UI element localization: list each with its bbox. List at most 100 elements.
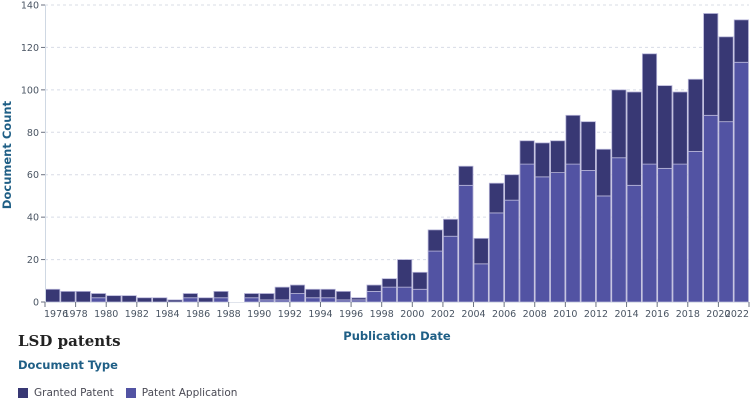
bar-segment-granted[interactable]	[427, 229, 443, 252]
bar-1997[interactable]	[366, 284, 382, 303]
bar-segment-granted[interactable]	[443, 218, 459, 237]
bar-2020[interactable]	[718, 36, 734, 303]
bar-segment-application[interactable]	[458, 184, 474, 303]
bar-segment-granted[interactable]	[289, 284, 306, 294]
bar-segment-application[interactable]	[641, 163, 658, 303]
bar-segment-granted[interactable]	[473, 237, 489, 265]
bar-1995[interactable]	[335, 290, 351, 303]
bar-segment-granted[interactable]	[412, 271, 428, 290]
bar-segment-granted[interactable]	[611, 89, 627, 159]
bar-2012[interactable]	[596, 148, 612, 303]
bar-1986[interactable]	[198, 297, 214, 303]
bar-segment-granted[interactable]	[504, 174, 520, 201]
bar-segment-application[interactable]	[488, 212, 505, 303]
bar-1978[interactable]	[75, 290, 91, 303]
bar-segment-granted[interactable]	[596, 148, 612, 197]
bar-segment-application[interactable]	[519, 163, 535, 303]
bar-segment-granted[interactable]	[335, 290, 351, 301]
bar-2015[interactable]	[641, 53, 658, 303]
bar-1991[interactable]	[274, 286, 290, 303]
legend-item-granted-patent[interactable]: Granted Patent	[18, 387, 114, 399]
bar-segment-granted[interactable]	[136, 297, 153, 303]
bar-segment-application[interactable]	[718, 121, 734, 303]
bar-segment-granted[interactable]	[458, 165, 474, 186]
bar-1981[interactable]	[121, 295, 137, 303]
bar-segment-granted[interactable]	[75, 290, 91, 303]
bar-2013[interactable]	[611, 89, 627, 303]
bar-segment-granted[interactable]	[657, 85, 673, 169]
bar-1983[interactable]	[152, 297, 168, 303]
bar-segment-granted[interactable]	[672, 91, 688, 165]
bar-segment-application[interactable]	[91, 297, 107, 303]
bar-segment-granted[interactable]	[381, 278, 397, 288]
bar-segment-application[interactable]	[703, 114, 719, 303]
bar-2000[interactable]	[412, 271, 428, 303]
bar-2010[interactable]	[565, 114, 581, 303]
bar-1998[interactable]	[381, 278, 397, 303]
bar-segment-granted[interactable]	[152, 297, 168, 303]
bar-segment-granted[interactable]	[91, 293, 107, 299]
bar-segment-application[interactable]	[305, 297, 321, 303]
bar-1989[interactable]	[244, 293, 260, 303]
bar-2003[interactable]	[458, 165, 474, 303]
bar-segment-application[interactable]	[534, 176, 550, 303]
bar-1977[interactable]	[60, 290, 76, 303]
bar-1979[interactable]	[91, 293, 107, 303]
bar-segment-granted[interactable]	[121, 295, 137, 303]
bar-segment-application[interactable]	[397, 286, 413, 303]
bar-2006[interactable]	[504, 174, 520, 303]
bar-segment-granted[interactable]	[580, 121, 596, 171]
bar-segment-application[interactable]	[611, 157, 627, 303]
bar-2018[interactable]	[687, 78, 703, 303]
bar-2019[interactable]	[703, 13, 719, 303]
bar-2014[interactable]	[626, 91, 642, 303]
bar-1984[interactable]	[167, 299, 183, 303]
bar-segment-granted[interactable]	[244, 293, 260, 299]
bar-segment-application[interactable]	[244, 297, 260, 303]
bar-2005[interactable]	[488, 182, 505, 303]
legend-item-patent-application[interactable]: Patent Application	[125, 387, 237, 399]
bar-segment-granted[interactable]	[351, 297, 367, 301]
bar-2011[interactable]	[580, 121, 596, 303]
bar-segment-application[interactable]	[289, 293, 306, 303]
bar-2007[interactable]	[519, 140, 535, 303]
bar-segment-application[interactable]	[550, 172, 566, 303]
bar-1985[interactable]	[182, 293, 198, 303]
bar-2004[interactable]	[473, 237, 489, 303]
bar-segment-application[interactable]	[427, 250, 443, 303]
bar-segment-granted[interactable]	[305, 288, 321, 299]
bar-2021[interactable]	[733, 19, 749, 303]
bar-2009[interactable]	[550, 140, 566, 303]
bar-segment-granted[interactable]	[259, 293, 275, 301]
bar-segment-application[interactable]	[381, 286, 397, 303]
bar-segment-application[interactable]	[366, 290, 382, 303]
bar-segment-granted[interactable]	[550, 140, 566, 173]
bar-2008[interactable]	[534, 142, 550, 303]
bar-1992[interactable]	[289, 284, 306, 303]
bar-segment-application[interactable]	[672, 163, 688, 303]
bar-segment-application[interactable]	[565, 163, 581, 303]
bar-segment-granted[interactable]	[733, 19, 749, 63]
bar-segment-granted[interactable]	[198, 297, 214, 303]
bar-segment-granted[interactable]	[167, 299, 183, 303]
bar-1999[interactable]	[397, 259, 413, 303]
bar-segment-granted[interactable]	[320, 288, 336, 299]
bar-segment-application[interactable]	[320, 297, 336, 303]
bar-segment-granted[interactable]	[274, 286, 290, 301]
bar-segment-application[interactable]	[182, 297, 198, 303]
bar-segment-granted[interactable]	[687, 78, 703, 152]
bar-segment-granted[interactable]	[106, 295, 122, 303]
bar-segment-granted[interactable]	[60, 290, 76, 303]
bar-2016[interactable]	[657, 85, 673, 303]
bar-segment-granted[interactable]	[703, 13, 719, 116]
bar-segment-granted[interactable]	[488, 182, 505, 214]
bar-segment-granted[interactable]	[565, 114, 581, 165]
bar-2017[interactable]	[672, 91, 688, 303]
bar-segment-application[interactable]	[443, 235, 459, 303]
bar-segment-granted[interactable]	[626, 91, 642, 186]
bar-segment-application[interactable]	[580, 170, 596, 303]
bar-segment-application[interactable]	[626, 184, 642, 303]
bar-1982[interactable]	[136, 297, 153, 303]
bar-segment-application[interactable]	[733, 61, 749, 303]
bar-segment-granted[interactable]	[718, 36, 734, 123]
